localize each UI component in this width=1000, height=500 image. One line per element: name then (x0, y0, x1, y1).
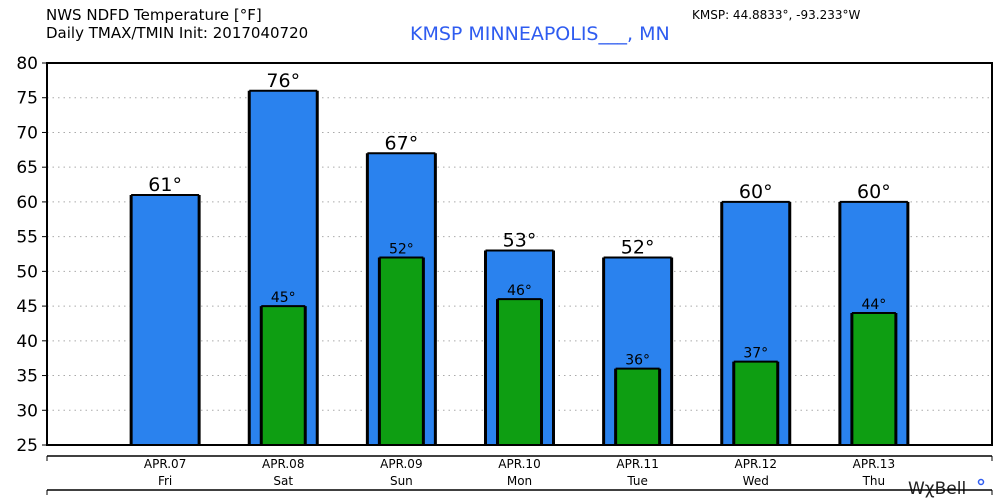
y-tick-label: 35 (16, 367, 38, 387)
tmin-bar (851, 313, 896, 445)
date-label: APR.09 (380, 457, 422, 471)
y-tick-label: 50 (16, 262, 38, 282)
y-tick-label: 75 (16, 89, 38, 109)
plot-frame (46, 62, 993, 446)
station-coords: KMSP: 44.8833°, -93.233°W (692, 8, 861, 22)
weekday-label: Thu (862, 474, 886, 488)
tmin-label: 45° (271, 290, 296, 306)
weekday-label: Tue (626, 474, 648, 488)
date-label: APR.11 (616, 457, 658, 471)
date-label: APR.08 (262, 457, 304, 471)
tmin-label: 46° (507, 283, 532, 299)
wxbell-logo: WχBell (908, 479, 966, 499)
y-tick-label: 80 (16, 54, 38, 74)
weekday-label: Sun (390, 474, 413, 488)
y-tick-label: 65 (16, 158, 38, 178)
tmin-bar (261, 306, 306, 445)
weekday-label: Wed (743, 474, 769, 488)
tmax-label: 76° (266, 70, 300, 92)
y-tick-label: 55 (16, 228, 38, 248)
logo-dot (977, 478, 985, 486)
tmin-label: 52° (389, 241, 414, 257)
tmax-label: 52° (621, 236, 655, 258)
station-name: KMSP MINNEAPOLIS___, MN (410, 23, 670, 45)
title-line2: Daily TMAX/TMIN Init: 2017040720 (46, 24, 308, 42)
y-tick-label: 30 (16, 401, 38, 421)
date-label: APR.13 (853, 457, 895, 471)
date-label: APR.12 (735, 457, 777, 471)
tmax-label: 60° (739, 181, 773, 203)
tmin-bar (733, 361, 778, 445)
tmin-bar (615, 368, 660, 445)
y-tick-label: 70 (16, 123, 38, 143)
tmax-bar (131, 194, 200, 445)
tmin-label: 37° (743, 346, 768, 362)
y-tick-label: 45 (16, 297, 38, 317)
y-tick-label: 60 (16, 193, 38, 213)
tmax-label: 53° (503, 230, 537, 252)
weekday-label: Fri (158, 474, 172, 488)
y-tick-label: 40 (16, 332, 38, 352)
date-label: APR.07 (144, 457, 186, 471)
tmax-label: 61° (148, 174, 182, 196)
tmax-label: 67° (385, 132, 419, 154)
y-tick-label: 25 (16, 436, 38, 456)
tmin-label: 44° (861, 297, 886, 313)
tmin-bar (497, 299, 542, 445)
weekday-label: Mon (507, 474, 532, 488)
weekday-label: Sat (273, 474, 293, 488)
date-label: APR.10 (498, 457, 540, 471)
tmin-bar (379, 257, 424, 445)
tmax-label: 60° (857, 181, 891, 203)
tmin-label: 36° (625, 353, 650, 369)
title-line1: NWS NDFD Temperature [°F] (46, 6, 262, 24)
